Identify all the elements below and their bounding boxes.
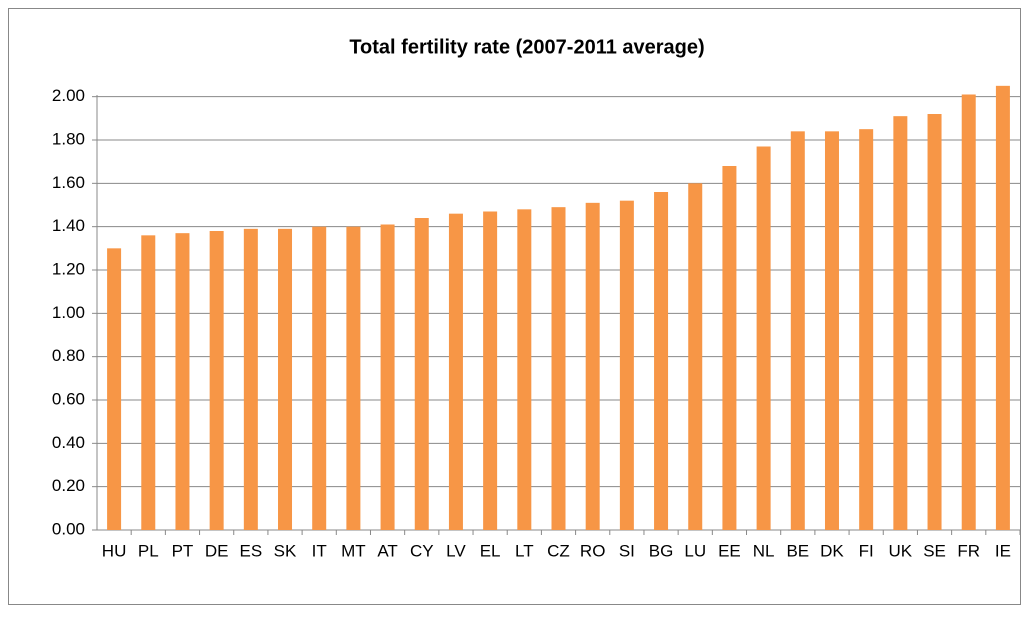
bar: [243, 228, 258, 531]
bar: [312, 226, 327, 530]
x-tick-label: UK: [889, 541, 913, 560]
x-tick-label: EE: [718, 541, 741, 560]
x-tick-label: HU: [102, 541, 127, 560]
bar: [551, 207, 566, 530]
bar: [995, 85, 1010, 530]
x-tick-label: SK: [274, 541, 297, 560]
bar: [414, 218, 429, 530]
x-tick-label: NL: [753, 541, 775, 560]
y-tick-label: 2.00: [52, 86, 85, 105]
bar: [859, 129, 874, 530]
chart-title: Total fertility rate (2007-2011 average): [349, 36, 704, 58]
x-tick-label: IT: [312, 541, 327, 560]
bar: [654, 192, 669, 530]
y-tick-label: 0.40: [52, 433, 85, 452]
bar: [483, 211, 498, 530]
bar: [961, 94, 976, 530]
bar: [824, 131, 839, 531]
bar: [619, 200, 634, 530]
y-tick-label: 1.80: [52, 129, 85, 148]
x-tick-label: DK: [820, 541, 844, 560]
x-tick-label: PT: [172, 541, 194, 560]
x-tick-label: SI: [619, 541, 635, 560]
y-tick-label: 0.20: [52, 476, 85, 495]
bar: [893, 116, 908, 531]
bar: [517, 209, 532, 531]
x-tick-label: CY: [410, 541, 434, 560]
y-tick-label: 1.40: [52, 216, 85, 235]
bar: [141, 235, 156, 531]
y-tick-label: 0.60: [52, 389, 85, 408]
bar: [380, 224, 395, 530]
y-tick-label: 1.20: [52, 259, 85, 278]
bar: [175, 233, 190, 530]
y-tick-label: 1.60: [52, 173, 85, 192]
x-tick-label: DE: [205, 541, 229, 560]
x-tick-label: RO: [580, 541, 606, 560]
y-tick-label: 0.00: [52, 519, 85, 538]
bar: [722, 166, 737, 530]
bar: [927, 114, 942, 530]
x-tick-label: EL: [480, 541, 501, 560]
bar: [448, 213, 463, 530]
x-tick-label: ES: [239, 541, 262, 560]
x-tick-label: PL: [138, 541, 159, 560]
bar: [278, 228, 293, 531]
bar: [209, 231, 224, 530]
x-tick-label: BG: [649, 541, 674, 560]
bar: [585, 202, 600, 531]
x-tick-label: CZ: [547, 541, 570, 560]
bar: [107, 248, 122, 531]
x-tick-label: LV: [446, 541, 466, 560]
bar: [346, 226, 361, 530]
y-tick-label: 1.00: [52, 303, 85, 322]
x-tick-label: FI: [859, 541, 874, 560]
x-tick-label: LU: [684, 541, 706, 560]
y-tick-label: 0.80: [52, 346, 85, 365]
x-tick-label: LT: [515, 541, 534, 560]
x-tick-label: BE: [786, 541, 809, 560]
x-tick-label: SE: [923, 541, 946, 560]
x-tick-label: AT: [377, 541, 397, 560]
bar: [688, 183, 703, 531]
x-tick-label: FR: [957, 541, 980, 560]
x-tick-label: MT: [341, 541, 366, 560]
bar: [756, 146, 771, 530]
bar: [790, 131, 805, 531]
x-tick-label: IE: [995, 541, 1011, 560]
